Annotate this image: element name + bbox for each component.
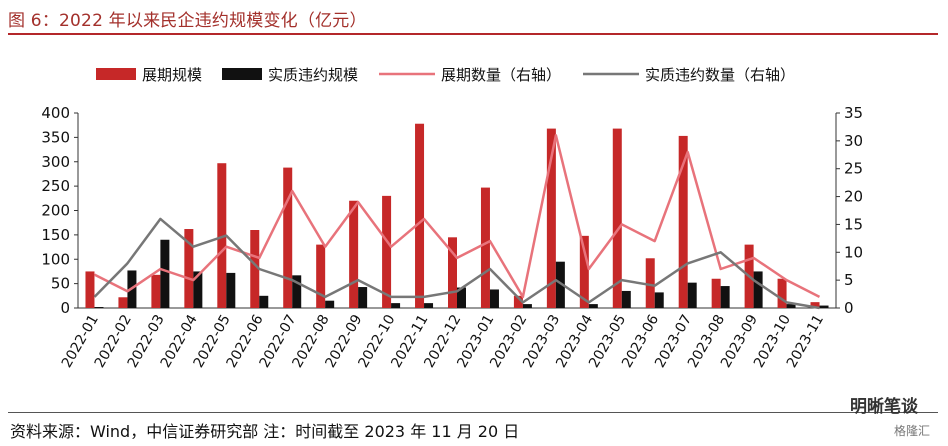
legend-swatch — [222, 68, 262, 80]
bar-extension — [415, 123, 425, 308]
bar-extension — [85, 271, 95, 308]
bar-extension — [118, 297, 128, 308]
bar-default — [687, 282, 697, 308]
bar-extension — [217, 163, 227, 308]
bar-default — [522, 304, 532, 308]
chart-canvas: 展期规模 实质违约规模 展期数量（右轴） 实质违约数量（右轴） 05010015020… — [41, 66, 863, 371]
legend-label: 展期数量（右轴） — [441, 66, 561, 84]
bar-extension — [612, 128, 622, 308]
line-default-count — [93, 217, 820, 310]
bar-default — [720, 286, 730, 308]
bar-extension — [480, 187, 490, 308]
bar-default — [160, 239, 170, 308]
y-tick-label-right: 5 — [844, 271, 854, 289]
y-tick-label-right: 0 — [844, 299, 854, 317]
y-tick-label-left: 200 — [41, 202, 70, 220]
bar-default — [226, 272, 236, 308]
bar-default — [753, 271, 763, 308]
source-note: 资料来源：Wind，中信证券研究部 注：时间截至 2023 年 11 月 20 … — [10, 422, 520, 441]
watermark: 明晰笔谈 — [850, 397, 918, 417]
bar-extension — [711, 278, 721, 308]
lines-layer — [93, 134, 821, 310]
y-tick-label-left: 350 — [41, 128, 70, 146]
y-tick-label-left: 0 — [60, 299, 70, 317]
bars-layer — [85, 123, 829, 308]
bar-default — [391, 303, 401, 308]
bar-default — [819, 305, 829, 308]
bar-extension — [678, 135, 688, 308]
bar-extension — [448, 237, 457, 308]
bar-extension — [316, 244, 326, 308]
bar-extension — [546, 128, 556, 308]
y-tick-label-right: 35 — [844, 104, 863, 122]
y-tick-label-left: 250 — [41, 177, 70, 195]
y-tick-label-left: 50 — [51, 275, 70, 293]
bar-extension — [810, 302, 820, 308]
title-rule — [8, 33, 938, 35]
bar-default — [325, 300, 335, 308]
legend-label: 实质违约规模 — [268, 66, 358, 84]
bar-default — [588, 304, 598, 308]
bar-default — [555, 261, 565, 308]
y-tick-label-left: 400 — [41, 104, 70, 122]
y-tick-label-left: 150 — [41, 226, 70, 244]
bar-extension — [645, 258, 655, 308]
y-tick-label-right: 15 — [844, 215, 863, 233]
bar-extension — [283, 167, 293, 308]
x-axis-labels: 2022-012022-022022-032022-042022-052022-… — [59, 312, 827, 371]
bar-default — [259, 295, 269, 308]
legend: 展期规模 实质违约规模 展期数量（右轴） 实质违约数量（右轴） — [96, 66, 795, 84]
watermark-secondary: 格隆汇 — [893, 424, 930, 438]
y-tick-label-right: 25 — [844, 160, 863, 178]
bar-extension — [151, 274, 161, 308]
y-tick-label-right: 30 — [844, 132, 863, 150]
legend-swatch — [96, 68, 136, 80]
bar-default — [424, 303, 434, 308]
bar-default — [621, 290, 631, 308]
bar-extension — [579, 235, 589, 308]
bar-default — [654, 292, 664, 308]
y-tick-label-right: 20 — [844, 188, 863, 206]
bar-default — [358, 287, 368, 308]
y-tick-label-left: 300 — [41, 153, 70, 171]
bar-default — [457, 287, 466, 308]
bar-extension — [250, 230, 260, 308]
bar-extension — [382, 195, 392, 308]
bar-default — [193, 271, 203, 308]
footer-rule — [8, 412, 938, 413]
y-tick-label-right: 10 — [844, 243, 863, 261]
bar-extension — [349, 200, 359, 308]
bar-default — [94, 307, 104, 308]
y-tick-label-left: 100 — [41, 250, 70, 268]
bar-extension — [777, 278, 787, 308]
line-extension-count — [93, 134, 821, 299]
bar-default — [489, 289, 499, 308]
axes: 0 50 100 150 200 250 300 350 400 0 5 10 15 20 25 30 35 — [41, 104, 863, 317]
bar-default — [786, 304, 796, 308]
bar-extension — [184, 229, 194, 308]
bar-default — [292, 275, 302, 308]
bar-extension — [513, 295, 523, 308]
legend-label: 实质违约数量（右轴） — [645, 66, 795, 84]
chart-title: 图 6：2022 年以来民企违约规模变化（亿元） — [8, 11, 367, 31]
legend-label: 展期规模 — [142, 66, 202, 84]
